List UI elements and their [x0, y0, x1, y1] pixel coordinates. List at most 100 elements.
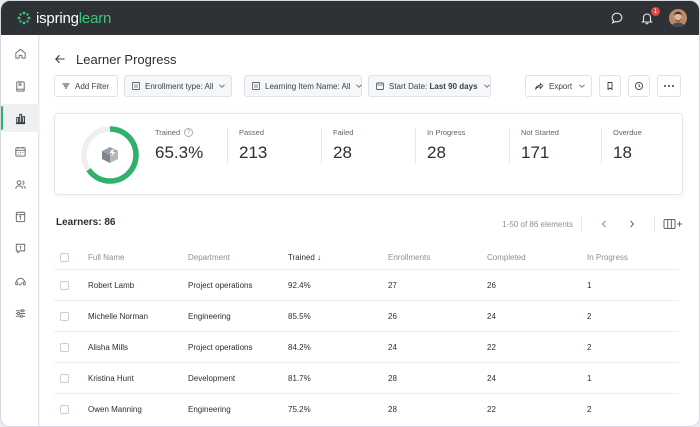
row-checkbox[interactable] [60, 405, 69, 414]
page-title: Learner Progress [76, 51, 177, 67]
cell-full-name[interactable]: Robert Lamb [88, 280, 135, 290]
cell-full-name[interactable]: Kristina Hunt [88, 373, 134, 383]
toolbar: Add Filter Enrollment type: All Learning… [54, 75, 683, 97]
table-header-row: Full Name Department Trained ↓ Enrollmen… [54, 245, 679, 270]
cell-trained: 85.5% [288, 311, 311, 321]
stat-not-started-value: 171 [521, 143, 550, 162]
help-icon[interactable]: ? [184, 128, 194, 137]
schedule-button[interactable] [628, 75, 650, 97]
cell-department: Project operations [188, 342, 253, 352]
box-icon [102, 147, 118, 163]
column-header-completed[interactable]: Completed [487, 252, 526, 262]
cell-enrollments: 24 [388, 342, 397, 352]
start-date-value: Last 90 days [429, 81, 478, 91]
sidebar-item-library[interactable] [1, 72, 39, 100]
learners-header: Learners: 86 1-50 of 86 elements [54, 215, 683, 233]
select-all-checkbox[interactable] [60, 252, 69, 262]
table-row[interactable]: Alisha Mills Project operations 84.2% 24… [54, 332, 679, 363]
sidebar-item-messages[interactable] [1, 234, 39, 262]
learning-item-filter[interactable]: Learning Item Name: All [244, 75, 363, 97]
start-date-prefix: Start Date: [389, 81, 428, 91]
next-page-button[interactable] [624, 216, 640, 232]
bookmark-button[interactable] [599, 75, 621, 97]
enrollment-type-filter[interactable]: Enrollment type: All [124, 75, 232, 97]
avatar[interactable] [669, 9, 687, 27]
table-row[interactable]: Owen Manning Engineering 75.2% 28 22 2 [54, 394, 679, 425]
sidebar-item-users[interactable] [1, 170, 39, 198]
sidebar-item-support[interactable] [1, 267, 39, 295]
row-checkbox[interactable] [60, 311, 69, 321]
sidebar-item-calendar[interactable] [1, 137, 39, 165]
chat-icon[interactable] [609, 10, 625, 26]
sidebar-item-home[interactable] [1, 39, 39, 67]
cell-in-progress: 2 [587, 311, 592, 321]
document-icon [251, 81, 261, 91]
stat-failed: Failed 28 [333, 128, 353, 163]
row-checkbox[interactable] [60, 342, 69, 352]
cell-full-name[interactable]: Alisha Mills [88, 342, 129, 352]
sidebar-item-reports[interactable] [1, 104, 39, 132]
stat-trained: Trained? 65.3% [155, 128, 203, 163]
cell-department: Engineering [188, 311, 231, 321]
top-bar: ispringlearn 1 [1, 1, 699, 35]
learning-item-label: Learning Item Name: All [265, 81, 351, 91]
column-header-enrollments[interactable]: Enrollments [388, 252, 431, 262]
logo-prefix: ispring [36, 9, 79, 27]
stat-trained-label: Trained [155, 128, 181, 137]
main-content: Learner Progress Add Filter Enrollment t… [40, 35, 699, 426]
learners-count-title: Learners: 86 [56, 217, 116, 228]
cell-in-progress: 1 [587, 373, 592, 383]
chevron-left-icon [601, 220, 606, 228]
stat-not-started-label: Not Started [521, 128, 559, 137]
stat-in-progress-label: In Progress [427, 128, 466, 137]
column-header-trained[interactable]: Trained ↓ [288, 252, 322, 262]
chevron-right-icon [630, 220, 635, 228]
cell-department: Project operations [188, 280, 253, 290]
cell-full-name[interactable]: Michelle Norman [88, 311, 149, 321]
donut-progress-arc [81, 126, 139, 184]
row-checkbox[interactable] [60, 280, 69, 290]
column-header-department[interactable]: Department [188, 252, 230, 262]
more-horizontal-icon [664, 85, 674, 87]
sliders-icon [15, 308, 25, 318]
bell-icon[interactable]: 1 [639, 7, 660, 26]
table-row[interactable]: Robert Lamb Project operations 92.4% 27 … [54, 270, 679, 301]
bookmark-icon [607, 82, 613, 90]
logo[interactable]: ispringlearn [17, 10, 111, 27]
users-icon [14, 179, 26, 189]
column-header-full-name[interactable]: Full Name [88, 252, 125, 262]
logo-mark-icon [17, 11, 31, 25]
column-settings-button[interactable] [663, 216, 683, 232]
cell-full-name[interactable]: Owen Manning [88, 405, 142, 414]
cell-completed: 26 [487, 280, 496, 290]
more-options-button[interactable] [657, 75, 681, 97]
stat-failed-value: 28 [333, 143, 352, 162]
stat-overdue: Overdue 18 [613, 128, 642, 163]
stat-not-started: Not Started 171 [521, 128, 559, 163]
enrollment-type-label: Enrollment type: All [145, 81, 214, 91]
row-checkbox[interactable] [60, 373, 69, 383]
cell-completed: 24 [487, 373, 496, 383]
table-row[interactable]: Kristina Hunt Development 81.7% 28 24 1 [54, 363, 679, 394]
sidebar-item-settings[interactable] [1, 299, 39, 327]
cell-completed: 22 [487, 342, 496, 352]
back-arrow-icon[interactable] [54, 53, 66, 65]
pagination-label: 1-50 of 86 elements [502, 219, 573, 229]
stat-passed-label: Passed [239, 128, 265, 137]
column-header-in-progress[interactable]: In Progress [587, 252, 628, 262]
stat-failed-label: Failed [333, 128, 354, 137]
stat-in-progress-value: 28 [427, 143, 446, 162]
start-date-filter[interactable]: Start Date: Last 90 days [368, 75, 491, 97]
export-button[interactable]: Export [525, 75, 592, 97]
filter-icon [61, 81, 71, 91]
book-icon [15, 80, 25, 92]
cell-trained: 92.4% [288, 280, 311, 290]
chevron-down-icon [218, 83, 226, 89]
cell-in-progress: 1 [587, 280, 592, 290]
clock-icon [634, 81, 644, 91]
previous-page-button[interactable] [596, 216, 612, 232]
sidebar-item-assignments[interactable] [1, 202, 39, 230]
table-row[interactable]: Michelle Norman Engineering 85.5% 26 24 … [54, 301, 679, 332]
cell-department: Development [188, 373, 236, 383]
add-filter-button[interactable]: Add Filter [54, 75, 118, 97]
